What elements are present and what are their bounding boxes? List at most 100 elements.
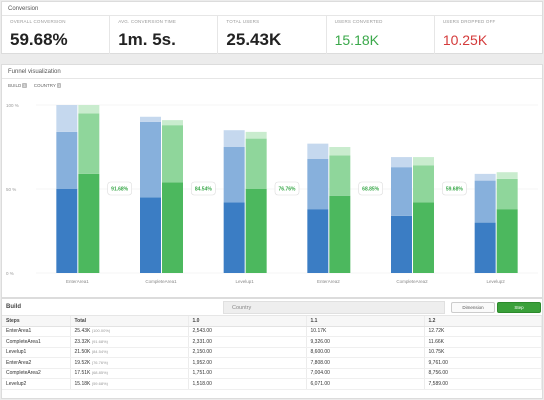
kpi-value: 25.43K bbox=[226, 30, 282, 49]
conversion-rate-label: 76.76% bbox=[274, 181, 300, 196]
x-tick-label: CompleteArea2 bbox=[396, 279, 428, 284]
conversion-rate-box bbox=[107, 181, 132, 196]
cell-1-2: 8,756.00 bbox=[424, 368, 542, 379]
bar-segment bbox=[223, 147, 245, 203]
kpi-label: OVERALL CONVERSION bbox=[10, 19, 66, 24]
cell-step: CompleteArea2 bbox=[2, 368, 71, 379]
build-title: Build bbox=[6, 304, 21, 310]
cell-1-1: 10.17K bbox=[306, 326, 425, 337]
bar-segment bbox=[223, 202, 245, 273]
cell-total: 15.18K (59.68%) bbox=[70, 378, 189, 390]
conversion-rate-text: 76.76% bbox=[279, 187, 297, 193]
cell-1-0: 2,331.00 bbox=[188, 336, 307, 348]
kpi-avg-conversion-time: AVG. CONVERSION TIME 1m. 5s. bbox=[110, 16, 219, 54]
bar-segment bbox=[78, 105, 100, 114]
cell-step: Levelup1 bbox=[2, 347, 71, 358]
x-tick-label: EnterArea1 bbox=[66, 279, 89, 284]
funnel-title: Funnel visualization bbox=[2, 65, 542, 79]
column-header-steps[interactable]: Steps bbox=[2, 316, 71, 327]
bar-segment bbox=[391, 215, 412, 273]
table-row[interactable]: EnterArea2 19.52K (76.76%) 1,952.00 7,80… bbox=[2, 357, 542, 369]
filter-count-badge: 3 bbox=[22, 83, 27, 88]
column-header-1-0[interactable]: 1.0 bbox=[188, 316, 307, 327]
bar-segment bbox=[307, 158, 329, 210]
table-row[interactable]: Levelup2 15.18K (59.68%) 1,518.00 6,071.… bbox=[2, 378, 542, 390]
build-panel: Build Country Dimension Step Steps Total… bbox=[1, 298, 543, 399]
cell-1-1: 9,326.00 bbox=[306, 336, 425, 348]
bar-segment bbox=[223, 130, 245, 147]
bar-segment bbox=[140, 121, 161, 198]
conversion-rate-text: 91.68% bbox=[111, 187, 129, 193]
total-value: 21.50K bbox=[74, 349, 91, 356]
bar-segment bbox=[391, 167, 412, 216]
bar-segment bbox=[162, 125, 183, 183]
kpi-value: 59.68% bbox=[10, 30, 68, 49]
cell-total: 21.50K (84.54%) bbox=[70, 347, 189, 358]
cell-1-0: 1,518.00 bbox=[188, 378, 307, 390]
y-tick-label: 0 % bbox=[6, 271, 14, 276]
table-row[interactable]: Levelup1 21.50K (84.54%) 2,150.00 8,600.… bbox=[2, 347, 542, 358]
total-value: 15.18K bbox=[74, 380, 91, 387]
bar-segment bbox=[496, 209, 518, 273]
column-header-1-1[interactable]: 1.1 bbox=[306, 316, 425, 327]
kpi-label: TOTAL USERS bbox=[226, 19, 260, 24]
cell-step: EnterArea2 bbox=[2, 357, 71, 369]
total-percent: (91.68%) bbox=[91, 338, 108, 344]
bar-segment bbox=[496, 178, 518, 210]
x-tick-label: Levelup2 bbox=[487, 279, 506, 284]
filter-build[interactable]: BUILD 3 bbox=[8, 83, 27, 88]
filter-count-badge: 3 bbox=[56, 83, 62, 88]
cell-1-0: 2,150.00 bbox=[188, 347, 307, 358]
filter-label: BUILD bbox=[8, 83, 22, 88]
column-header-total[interactable]: Total bbox=[70, 316, 189, 327]
dimension-button[interactable]: Dimension bbox=[451, 301, 495, 313]
kpi-users-dropped-off: USERS DROPPED OFF 10.25K bbox=[435, 16, 542, 54]
cell-total: 25.43K (100.00%) bbox=[70, 326, 189, 337]
bar-segment bbox=[329, 195, 351, 273]
filter-country[interactable]: COUNTRY 3 bbox=[34, 83, 62, 88]
cell-1-2: 12.72K bbox=[424, 326, 542, 337]
kpi-total-users: TOTAL USERS 25.43K bbox=[218, 16, 327, 54]
bar-segment bbox=[329, 155, 351, 196]
table-row[interactable]: EnterArea1 25.43K (100.00%) 2,543.00 10.… bbox=[2, 326, 542, 337]
bar-segment bbox=[140, 197, 161, 273]
y-tick-label: 100 % bbox=[6, 103, 19, 108]
total-value: 25.43K bbox=[74, 328, 91, 335]
table-header-row: Steps Total 1.0 1.1 1.2 bbox=[2, 316, 542, 327]
bar-segment bbox=[162, 120, 183, 126]
bar-segment bbox=[413, 202, 434, 273]
total-value: 19.52K bbox=[74, 359, 91, 366]
cell-1-1: 8,600.00 bbox=[306, 347, 425, 358]
total-percent: (59.68%) bbox=[91, 380, 108, 386]
x-tick-label: Levelup1 bbox=[236, 279, 255, 284]
x-tick-label: CompleteArea1 bbox=[145, 279, 177, 284]
bar-segment bbox=[162, 182, 183, 273]
kpi-overall-conversion: OVERALL CONVERSION 59.68% bbox=[2, 16, 111, 54]
bar-segment bbox=[78, 113, 100, 174]
column-header-1-2[interactable]: 1.2 bbox=[424, 316, 542, 327]
table-row[interactable]: CompleteArea2 17.51K (68.85%) 1,751.00 7… bbox=[2, 368, 542, 379]
cell-1-0: 1,952.00 bbox=[188, 357, 307, 369]
cell-step: EnterArea1 bbox=[2, 326, 71, 337]
table-row[interactable]: CompleteArea1 23.32K (91.68%) 2,331.00 9… bbox=[2, 336, 542, 348]
conversion-rate-box bbox=[191, 181, 216, 196]
cell-1-2: 11.66K bbox=[424, 336, 542, 348]
total-percent: (84.54%) bbox=[91, 349, 108, 355]
bar-segment bbox=[307, 209, 329, 273]
cell-1-1: 6,071.00 bbox=[306, 378, 425, 390]
country-dimension-tab[interactable]: Country bbox=[223, 300, 445, 314]
cell-1-0: 1,751.00 bbox=[188, 368, 307, 379]
total-value: 23.32K bbox=[74, 338, 91, 345]
bar-segment bbox=[245, 138, 267, 189]
bar-segment bbox=[496, 172, 518, 179]
step-button[interactable]: Step bbox=[497, 301, 541, 313]
cell-1-1: 7,808.00 bbox=[306, 357, 425, 369]
bar-segment bbox=[474, 222, 496, 273]
conversion-rate-label: 84.54% bbox=[191, 181, 216, 196]
conversion-rate-label: 68.85% bbox=[358, 181, 383, 196]
cell-total: 17.51K (68.85%) bbox=[70, 368, 189, 379]
conversion-rate-label: 59.68% bbox=[442, 181, 467, 196]
kpi-value: 1m. 5s. bbox=[118, 30, 176, 49]
kpi-users-converted: USERS CONVERTED 15.18K bbox=[327, 16, 435, 54]
build-table: Steps Total 1.0 1.1 1.2 EnterArea1 25.43… bbox=[2, 316, 542, 390]
